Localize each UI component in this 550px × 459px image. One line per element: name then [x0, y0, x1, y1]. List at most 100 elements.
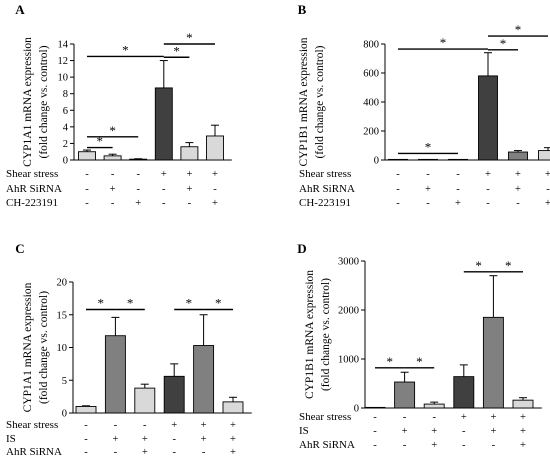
y-tick-label: 200	[363, 127, 379, 138]
y-axis-label: CYP1A1 mRNA expression	[22, 282, 34, 412]
significance-star: *	[215, 296, 222, 311]
bar	[78, 151, 96, 161]
condition-symbol: +	[431, 426, 437, 437]
panel-c: C 0 5 10 15 20 CYP1A1 mRNA expression (fold cha…	[6, 241, 252, 458]
condition-symbol: -	[426, 169, 430, 180]
condition-symbol: -	[136, 169, 140, 180]
panel-letter: A	[15, 2, 25, 17]
condition-symbol: -	[84, 447, 88, 458]
condition-symbol: +	[171, 420, 177, 431]
condition-symbol: +	[112, 434, 118, 445]
panel-letter: D	[297, 241, 306, 256]
y-axis-label: (fold change vs. control)	[314, 45, 326, 158]
bar	[478, 75, 498, 161]
y-tick-label: 8	[63, 89, 68, 100]
condition-label: IS	[299, 425, 309, 437]
significance-star: *	[475, 258, 482, 273]
condition-symbol: +	[545, 198, 550, 209]
condition-symbol: +	[142, 447, 148, 458]
y-tick-label: 1000	[338, 355, 359, 366]
condition-symbol: -	[456, 184, 460, 195]
condition-symbol: +	[490, 426, 496, 437]
y-axis-label: CYP1B1 mRNA expression	[304, 270, 316, 399]
condition-symbol: +	[186, 184, 192, 195]
condition-symbol: -	[373, 412, 377, 423]
condition-label: AhR SiRNA	[299, 439, 355, 451]
bar	[193, 345, 215, 414]
condition-symbol: -	[373, 440, 377, 451]
y-tick-label: 600	[363, 69, 379, 80]
y-tick-label: 2000	[338, 306, 359, 317]
condition-symbol: +	[201, 420, 207, 431]
condition-symbol: -	[486, 184, 490, 195]
y-axis-label: (fold change vs. control)	[38, 45, 50, 158]
condition-symbol: -	[462, 440, 466, 451]
condition-symbol: -	[172, 447, 176, 458]
condition-symbol: +	[431, 440, 437, 451]
bar	[222, 401, 244, 414]
condition-symbol: -	[426, 198, 430, 209]
bar	[482, 316, 504, 409]
condition-symbol: -	[492, 440, 496, 451]
bar	[163, 375, 185, 414]
condition-symbol: +	[186, 169, 192, 180]
condition-symbol: -	[403, 440, 407, 451]
y-tick-label: 6	[63, 106, 68, 117]
y-tick-label: 14	[58, 40, 69, 51]
y-tick-label: 0	[354, 404, 359, 415]
significance-star: *	[500, 36, 507, 51]
y-axis-label: CYP1B1 mRNA expression	[298, 37, 310, 166]
condition-symbol: -	[516, 198, 520, 209]
condition-symbol: +	[461, 412, 467, 423]
significance-star: *	[425, 139, 432, 154]
condition-symbol: -	[202, 447, 206, 458]
significance-star: *	[186, 296, 193, 311]
condition-symbol: +	[135, 198, 141, 209]
condition-label: CH-223191	[6, 197, 58, 209]
condition-symbol: +	[212, 198, 218, 209]
significance-star: *	[505, 258, 512, 273]
panel-letter: C	[15, 241, 24, 256]
condition-symbol: +	[230, 434, 236, 445]
condition-symbol: -	[213, 184, 217, 195]
condition-label: AhR SiRNA	[299, 183, 355, 195]
condition-symbol: -	[403, 412, 407, 423]
condition-label: Shear stress	[6, 419, 58, 431]
condition-symbol: +	[520, 426, 526, 437]
condition-symbol: +	[485, 169, 491, 180]
condition-symbol: +	[520, 440, 526, 451]
y-tick-label: 20	[57, 278, 68, 289]
y-tick-label: 10	[58, 73, 69, 84]
condition-symbol: -	[136, 184, 140, 195]
condition-symbol: -	[162, 198, 166, 209]
condition-symbol: -	[85, 184, 89, 195]
bar	[394, 381, 416, 409]
y-tick-label: 0	[374, 156, 379, 167]
condition-symbol: +	[490, 412, 496, 423]
y-axis-label: (fold change vs. control)	[320, 278, 332, 391]
condition-symbol: +	[425, 184, 431, 195]
condition-symbol: +	[515, 169, 521, 180]
significance-star: *	[127, 296, 134, 311]
bar	[154, 87, 173, 161]
significance-star: *	[109, 123, 116, 138]
panel-b: B 0 200 400 600 800 CYP1B1 mRNA expression (fol…	[298, 2, 550, 209]
panel-letter: B	[298, 2, 307, 17]
bar	[508, 151, 528, 161]
condition-symbol: -	[143, 420, 147, 431]
condition-symbol: -	[172, 434, 176, 445]
condition-symbol: -	[546, 184, 550, 195]
bar	[423, 403, 445, 409]
condition-symbol: +	[142, 434, 148, 445]
condition-symbol: -	[114, 420, 118, 431]
condition-symbol: -	[84, 420, 88, 431]
bar	[538, 150, 550, 161]
significance-star: *	[97, 296, 104, 311]
condition-symbol: -	[162, 184, 166, 195]
condition-symbol: +	[230, 420, 236, 431]
condition-symbol: -	[373, 426, 377, 437]
bar	[512, 399, 534, 409]
condition-symbol: -	[456, 169, 460, 180]
significance-star: *	[122, 42, 129, 57]
bar	[134, 387, 156, 414]
